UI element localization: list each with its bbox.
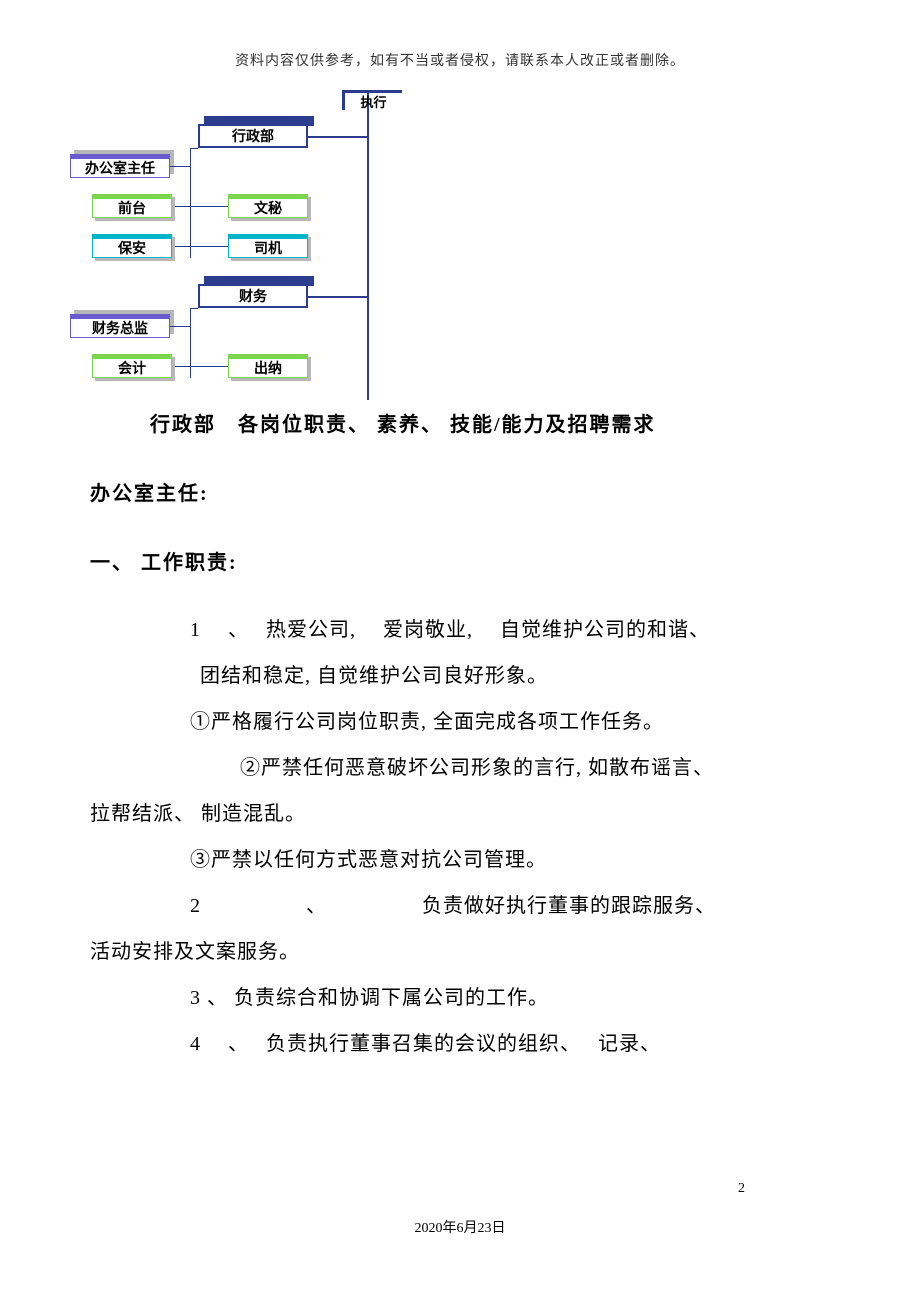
- body-line: 2 、 负责做好执行董事的跟踪服务、: [190, 883, 830, 929]
- body-line: ①严格履行公司岗位职责, 全面完成各项工作任务。: [190, 699, 830, 745]
- org-box-driver: 司机: [228, 234, 308, 258]
- body-line: 3 、 负责综合和协调下属公司的工作。: [190, 975, 830, 1021]
- header-note: 资料内容仅供参考，如有不当或者侵权，请联系本人改正或者删除。: [90, 50, 830, 70]
- footer-date: 2020年6月23日: [0, 1217, 920, 1237]
- body-text: 1 、 热爱公司, 爱岗敬业, 自觉维护公司的和谐、 团结和稳定, 自觉维护公司…: [90, 607, 830, 1067]
- section-heading: 一、 工作职责:: [90, 546, 830, 575]
- org-box-cfo: 财务总监: [70, 314, 170, 338]
- body-line: 1 、 热爱公司, 爱岗敬业, 自觉维护公司的和谐、: [190, 607, 830, 653]
- org-box-accountant: 会计: [92, 354, 172, 378]
- org-box-cashier: 出纳: [228, 354, 308, 378]
- body-line: 拉帮结派、 制造混乱。: [90, 791, 830, 837]
- body-line: 活动安排及文案服务。: [90, 929, 830, 975]
- org-dept-admin: 行政部: [198, 124, 308, 148]
- org-top-label: 执行: [342, 90, 402, 110]
- org-box-frontdesk: 前台: [92, 194, 172, 218]
- body-line: 团结和稳定, 自觉维护公司良好形象。: [200, 653, 830, 699]
- body-line: 4 、 负责执行董事召集的会议的组织、 记录、: [190, 1021, 830, 1067]
- org-box-secretary: 文秘: [228, 194, 308, 218]
- org-box-office-director: 办公室主任: [70, 154, 170, 178]
- page-number: 2: [738, 1181, 745, 1197]
- body-line: ②严禁任何恶意破坏公司形象的言行, 如散布谣言、: [240, 745, 830, 791]
- org-dept-finance: 财务: [198, 284, 308, 308]
- page-title: 行政部 各岗位职责、 素养、 技能/能力及招聘需求: [150, 408, 830, 437]
- body-line: ③严禁以任何方式恶意对抗公司管理。: [190, 837, 830, 883]
- org-box-security: 保安: [92, 234, 172, 258]
- role-heading: 办公室主任:: [90, 477, 830, 506]
- org-chart: 执行 行政部 办公室主任 前台 文秘 保安 司机 财务 财务总监: [70, 90, 380, 400]
